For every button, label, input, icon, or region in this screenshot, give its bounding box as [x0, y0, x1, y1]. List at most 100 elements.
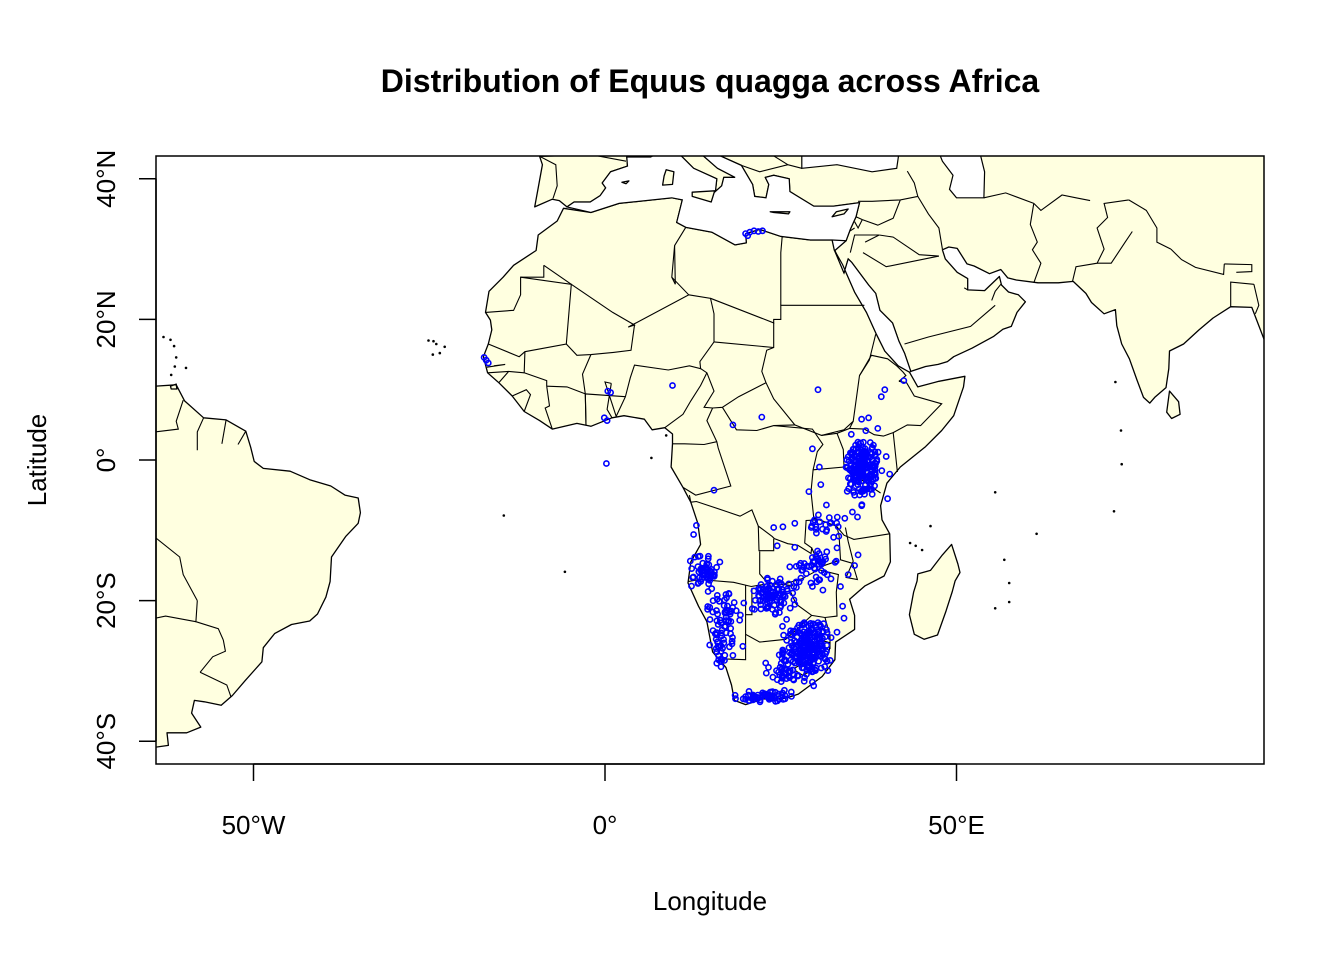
border-line [156, 615, 196, 623]
occurrence-point [823, 548, 831, 556]
x-tick-label: 50°E [928, 810, 985, 840]
occurrence-point [711, 571, 718, 579]
occurrence-point [721, 609, 729, 617]
border-line [892, 380, 943, 434]
occurrence-point [718, 619, 726, 626]
y-tick-label: 0° [91, 448, 121, 473]
madagascar-land [908, 543, 961, 640]
occurrence-point [803, 654, 811, 662]
island-dot [435, 342, 438, 346]
occurrence-point [729, 421, 737, 429]
island-dot [162, 335, 165, 339]
border-line [615, 294, 715, 417]
border-line [511, 389, 532, 412]
occurrence-point [721, 657, 728, 664]
occurrence-point [813, 644, 821, 652]
occurrence-point [865, 414, 872, 422]
border-line [523, 351, 548, 387]
occurrence-point [856, 462, 864, 470]
occurrence-point [686, 557, 694, 565]
island-dot [920, 548, 924, 552]
occurrence-point [688, 582, 695, 590]
occurrence-point [720, 639, 728, 647]
land-masses [156, 156, 1264, 748]
occurrence-point [821, 663, 829, 670]
occurrence-point [791, 543, 799, 551]
occurrence-point [851, 471, 859, 479]
island-dot [664, 434, 668, 437]
occurrence-point [884, 495, 891, 503]
border-line [858, 170, 919, 202]
border-line [1253, 284, 1260, 315]
occurrence-point [858, 502, 866, 510]
occurrence-point [727, 625, 735, 632]
island-dot [169, 373, 173, 377]
occurrence-point [812, 523, 820, 531]
border-line [859, 354, 907, 382]
border-line [904, 304, 996, 345]
occurrence-point [814, 555, 822, 563]
occurrence-point [745, 697, 753, 704]
occurrence-point [690, 573, 697, 581]
map-title: Distribution of Equus quagga across Afri… [381, 63, 1040, 99]
occurrence-point [877, 393, 885, 401]
occurrence-point [783, 636, 791, 644]
occurrence-point [729, 652, 737, 659]
occurrence-point [824, 667, 832, 674]
border-line [544, 386, 553, 430]
occurrence-point [713, 592, 721, 599]
island-dot [443, 345, 447, 349]
occurrence-point [801, 674, 808, 681]
occurrence-point [717, 663, 725, 671]
occurrence-point [769, 673, 777, 681]
island-dot [993, 607, 997, 610]
border-line [849, 427, 898, 473]
occurrence-point [669, 382, 676, 389]
island-dot [502, 514, 506, 517]
occurrence-point [712, 645, 720, 652]
occurrence-point [765, 664, 772, 671]
occurrence-point [796, 629, 804, 637]
border-line [682, 407, 732, 496]
occurrence-point [792, 578, 800, 586]
occurrence-point [688, 565, 696, 572]
island-dot [438, 351, 442, 355]
occurrence-point [786, 649, 793, 656]
border-line [486, 363, 506, 368]
island-dot [1007, 600, 1011, 604]
occurrence-point [809, 445, 816, 453]
border-line [862, 252, 940, 268]
island-dot [908, 541, 912, 545]
occurrence-point [810, 682, 818, 690]
occurrence-point [857, 466, 864, 474]
border-line [498, 371, 510, 384]
occurrence-point [761, 587, 769, 595]
occurrence-point [603, 417, 611, 424]
occurrence-point [882, 453, 890, 460]
occurrence-point [706, 616, 714, 623]
occurrence-point [764, 593, 772, 601]
border-line [687, 578, 769, 588]
occurrence-point [815, 576, 823, 584]
occurrence-point [800, 634, 808, 642]
occurrence-point [869, 461, 877, 469]
occurrence-point [864, 474, 872, 482]
occurrence-point [811, 637, 818, 644]
occurrence-point [757, 596, 764, 604]
island-dot [650, 456, 653, 460]
occurrence-point [761, 691, 768, 699]
occurrence-point [718, 629, 725, 637]
border-line [917, 196, 943, 250]
occurrence-point [756, 696, 764, 704]
occurrence-point [800, 560, 808, 567]
island-dot [1120, 462, 1123, 466]
occurrence-point [759, 227, 766, 235]
occurrence-point [823, 501, 830, 509]
border-line [199, 639, 227, 673]
x-axis-label: Longitude [653, 886, 767, 916]
occurrence-point [795, 578, 803, 586]
border-line [539, 156, 558, 199]
border-line [595, 156, 627, 162]
border-line [672, 441, 717, 446]
y-tick-label: 40°N [91, 150, 121, 208]
